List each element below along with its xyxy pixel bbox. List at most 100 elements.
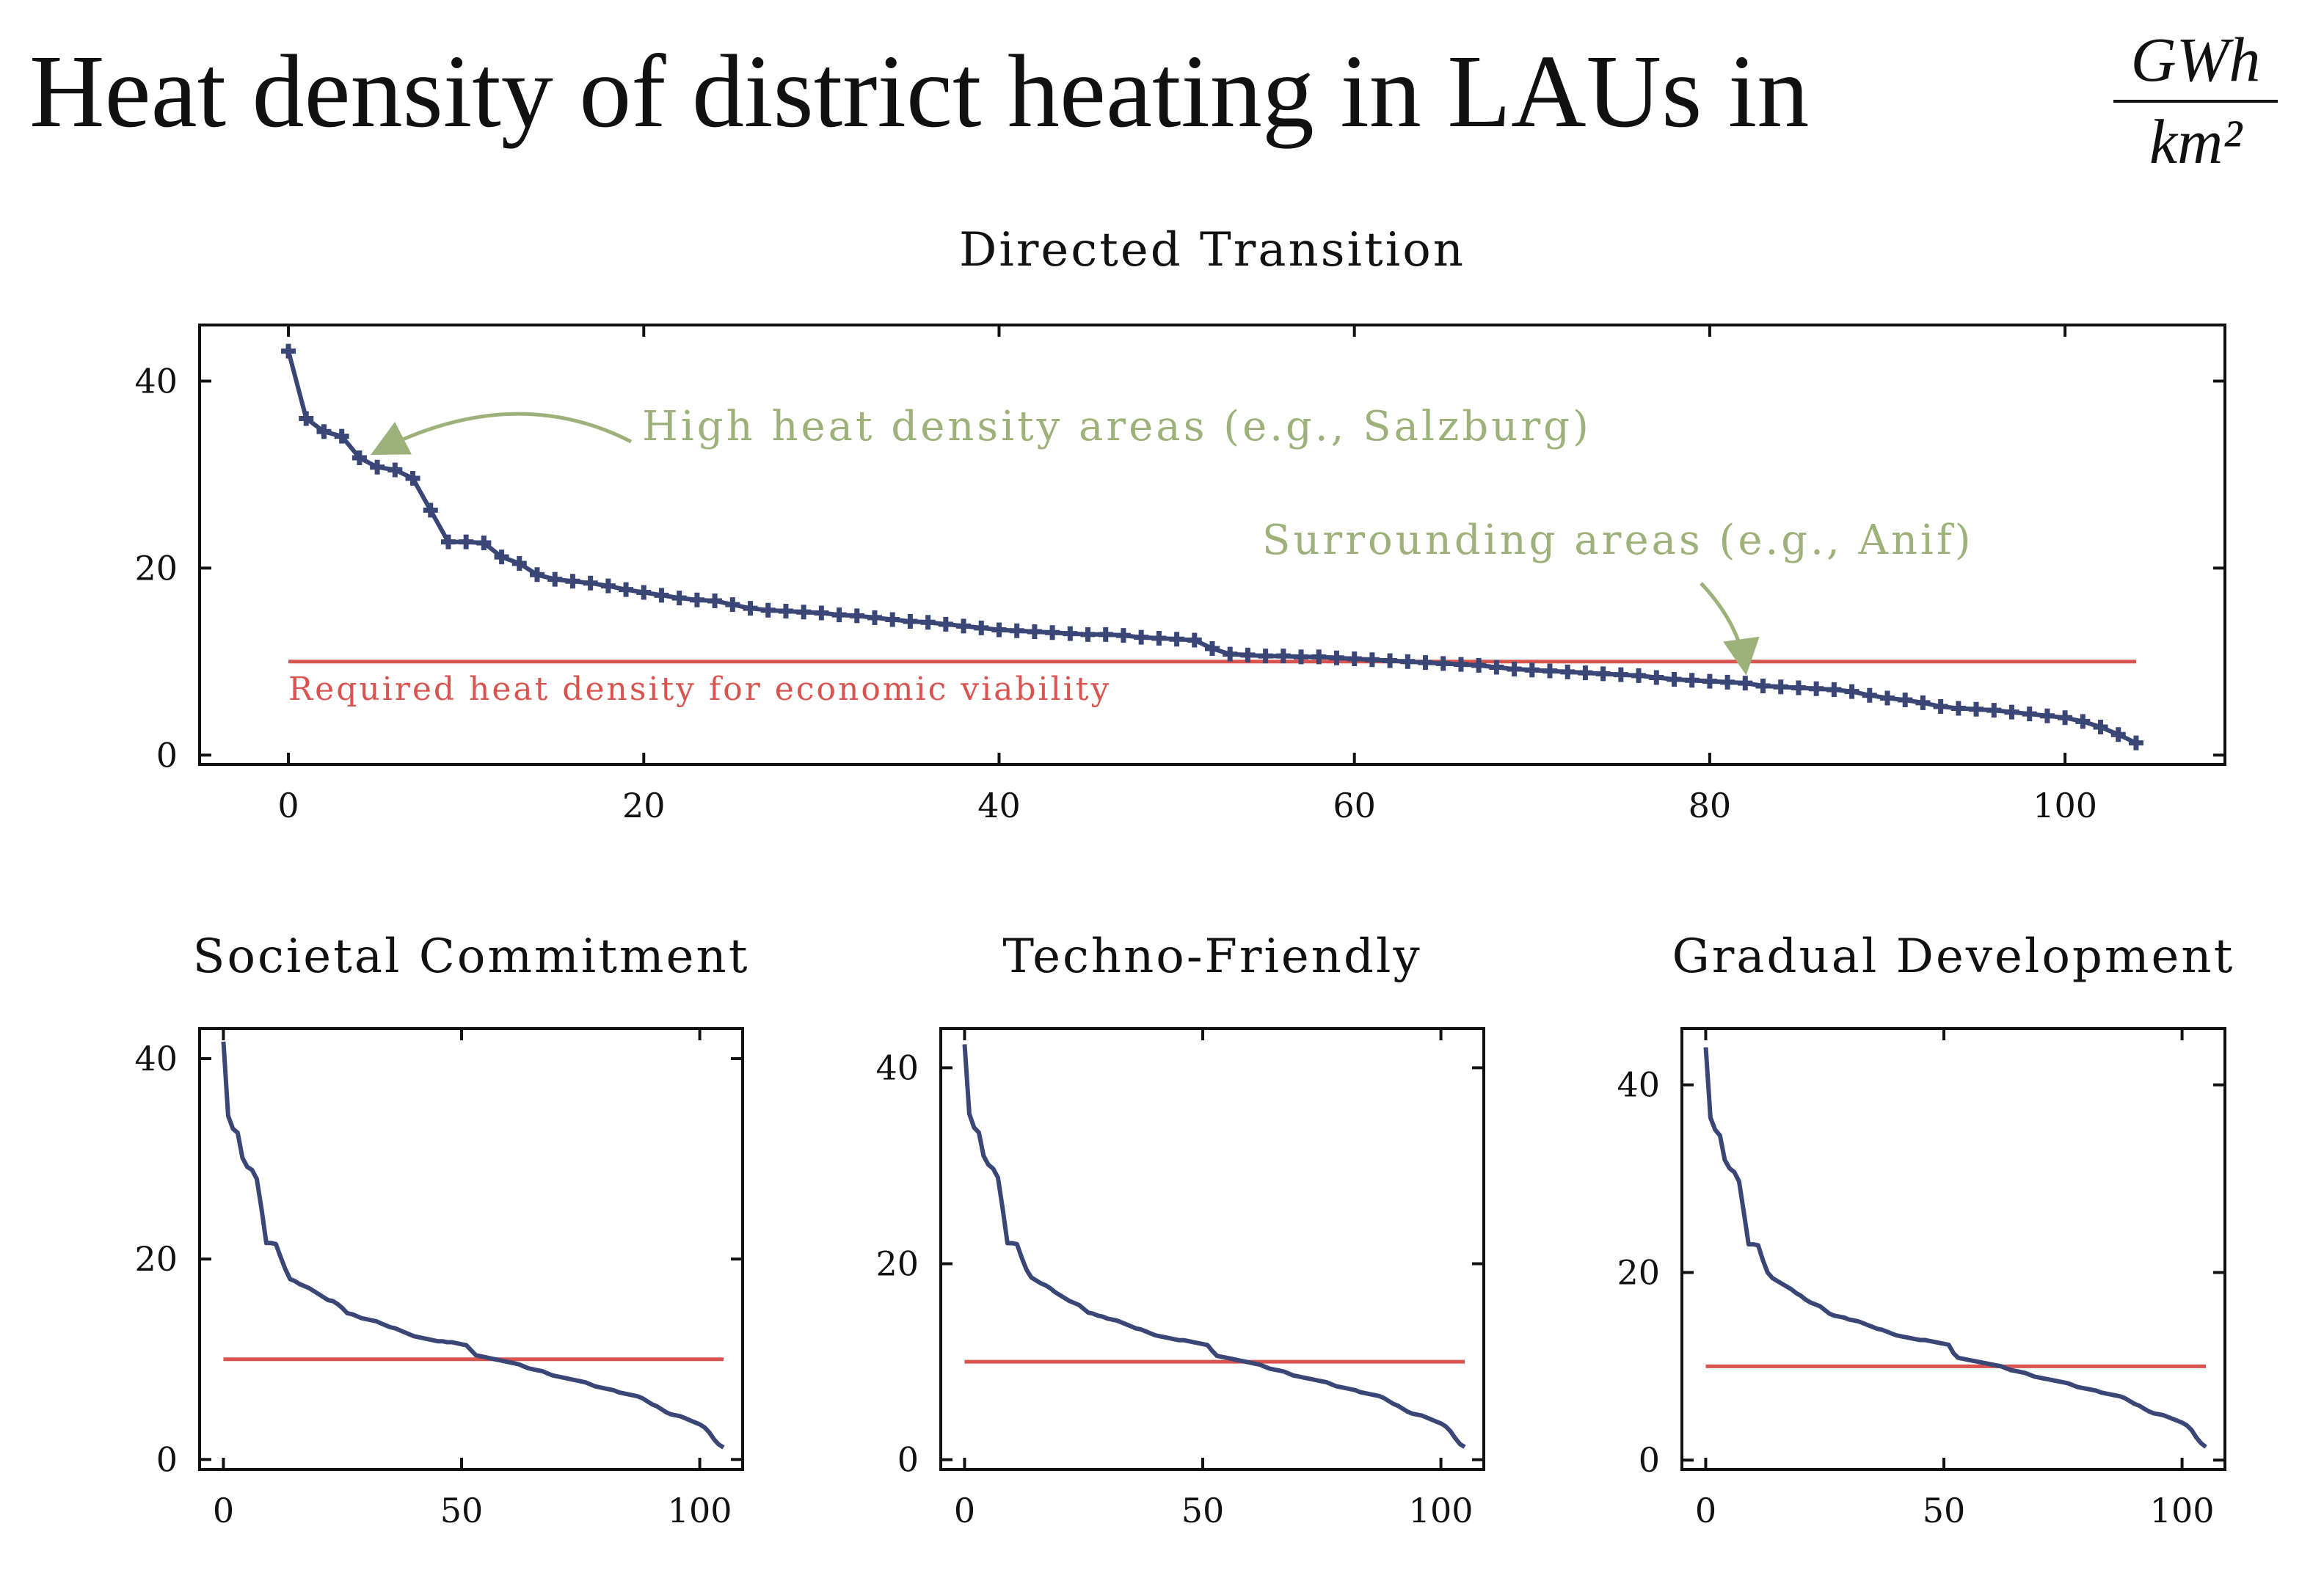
data-point xyxy=(316,424,332,439)
data-point xyxy=(1862,687,1877,703)
x-tick-label: 60 xyxy=(1333,786,1376,825)
series-line xyxy=(962,1044,1466,1449)
y-tick-label: 0 xyxy=(897,1440,919,1480)
data-point xyxy=(1542,663,1557,679)
data-point xyxy=(1684,673,1700,688)
data-point xyxy=(1578,665,1593,681)
data-point xyxy=(1134,629,1149,645)
x-tick-label: 50 xyxy=(1181,1491,1225,1530)
data-point xyxy=(565,574,580,589)
data-point xyxy=(885,612,900,627)
y-tick-label: 40 xyxy=(1617,1065,1660,1105)
x-tick-label: 50 xyxy=(440,1491,484,1530)
annotation-high-density: High heat density areas (e.g., Salzburg) xyxy=(642,403,1592,450)
data-point xyxy=(619,582,634,597)
data-point xyxy=(814,605,829,621)
data-point xyxy=(1240,647,1256,662)
data-point xyxy=(956,618,972,634)
title-unit-numerator: GWh xyxy=(2131,24,2261,95)
data-point xyxy=(547,572,563,587)
data-point xyxy=(1435,656,1451,671)
data-point xyxy=(743,601,758,616)
data-point xyxy=(707,593,723,608)
y-tick-label: 0 xyxy=(1639,1440,1660,1480)
data-point xyxy=(1915,695,1931,710)
data-point xyxy=(2022,706,2037,722)
data-point xyxy=(1649,670,1664,685)
data-point xyxy=(1969,701,1984,717)
data-point xyxy=(1329,650,1344,665)
data-point xyxy=(1560,664,1576,679)
x-tick-label: 80 xyxy=(1689,786,1732,825)
data-point xyxy=(1880,690,1895,706)
x-tick-label: 50 xyxy=(1923,1491,1966,1530)
data-point xyxy=(299,411,314,426)
data-point xyxy=(351,450,367,465)
panel-title: Gradual Development xyxy=(1672,930,2235,984)
series-line xyxy=(221,1041,725,1450)
data-point xyxy=(1418,655,1433,671)
data-point xyxy=(1453,657,1468,672)
data-point xyxy=(2093,720,2108,735)
data-point xyxy=(636,585,652,600)
data-point xyxy=(2110,727,2126,742)
plot-frame xyxy=(1680,1027,2226,1471)
data-point xyxy=(1080,627,1096,642)
data-point xyxy=(778,603,793,618)
y-tick-label: 0 xyxy=(156,1439,178,1479)
data-point xyxy=(281,343,296,359)
x-tick-label: 0 xyxy=(277,786,299,825)
annotation-arrow xyxy=(371,412,633,455)
data-point xyxy=(387,462,403,478)
data-point xyxy=(938,616,953,632)
x-tick-label: 0 xyxy=(1695,1491,1716,1530)
y-tick-label: 20 xyxy=(1617,1252,1660,1292)
data-point xyxy=(1595,666,1611,682)
data-point xyxy=(405,471,420,486)
data-point xyxy=(440,534,456,550)
data-point xyxy=(2039,708,2055,723)
data-point xyxy=(1063,626,1078,641)
data-point xyxy=(903,614,918,629)
plot-frame xyxy=(198,1027,744,1471)
data-point xyxy=(796,605,812,620)
x-tick-label: 100 xyxy=(1409,1491,1474,1530)
data-point xyxy=(2004,704,2019,720)
data-point xyxy=(1294,649,1309,665)
data-point xyxy=(1383,653,1398,668)
data-point xyxy=(689,592,704,607)
data-point xyxy=(494,550,509,565)
figure-title: Heat density of district heating in LAUs… xyxy=(29,33,1809,149)
data-point xyxy=(1507,662,1522,677)
data-point xyxy=(511,555,527,571)
data-point xyxy=(1809,681,1824,696)
data-point xyxy=(1009,623,1024,638)
y-tick-label: 40 xyxy=(134,361,178,401)
data-point xyxy=(1364,652,1380,668)
data-point xyxy=(1666,672,1682,687)
data-point xyxy=(1205,640,1220,656)
title-unit-fraction: GWh km² xyxy=(2113,24,2278,177)
data-point xyxy=(1524,662,1540,678)
data-point xyxy=(476,535,492,550)
data-point xyxy=(1151,630,1167,646)
data-point xyxy=(1631,668,1647,683)
chart-techno-friendly: Techno-Friendly 0 50 100 0 20 40 xyxy=(875,930,1485,1530)
data-point xyxy=(867,610,882,625)
data-point xyxy=(1311,649,1327,665)
chart-societal-commitment: Societal Commitment 0 50 100 0 20 40 xyxy=(134,930,747,1530)
annotation-surrounding: Surrounding areas (e.g., Anif) xyxy=(1262,516,1974,564)
x-tick-label: 100 xyxy=(668,1491,732,1530)
chart-directed-transition: Directed Transition 0 20 40 60 80 100 0 20 40 Requ… xyxy=(134,223,2226,825)
annotation-arrow xyxy=(1700,582,1760,676)
data-point xyxy=(1098,627,1113,642)
x-tick-label: 0 xyxy=(954,1491,975,1530)
data-point xyxy=(974,620,989,635)
data-point xyxy=(1898,693,1913,708)
chart-gradual-development: Gradual Development 0 50 100 0 20 40 xyxy=(1617,930,2235,1530)
x-tick-label: 20 xyxy=(622,786,666,825)
data-point xyxy=(1045,625,1060,640)
threshold-label: Required heat density for economic viabi… xyxy=(288,671,1111,708)
data-point xyxy=(760,602,776,618)
data-point xyxy=(1844,684,1859,699)
